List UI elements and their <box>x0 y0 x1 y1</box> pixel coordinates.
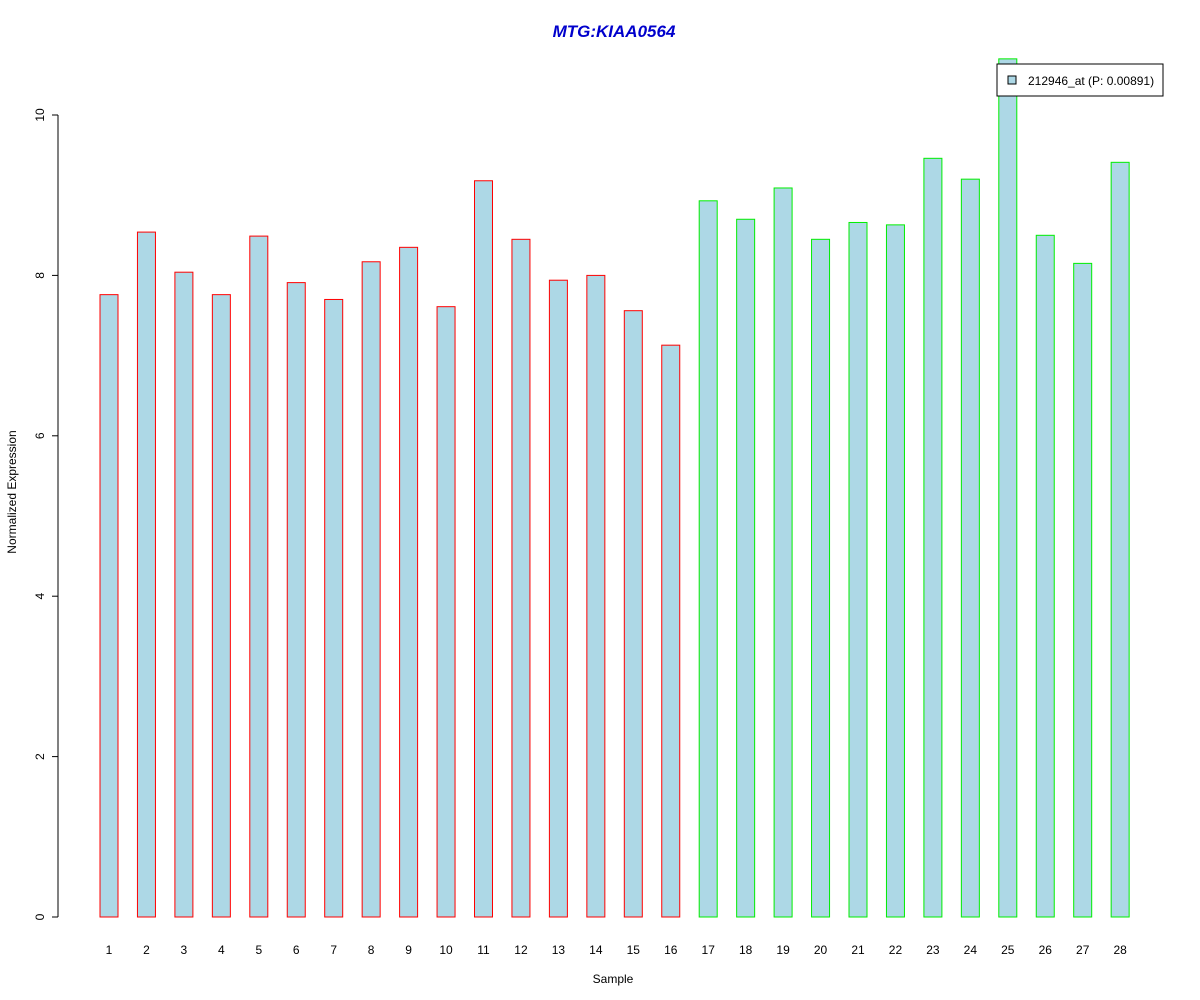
bar-sample-15 <box>623 310 643 918</box>
x-tick-label: 22 <box>889 943 903 957</box>
y-tick-label: 10 <box>33 108 47 122</box>
x-tick-labels: 1 2 3 4 5 6 7 8 9 10 11 12 13 14 15 16 17 18 19 20 21 22 23 24 2… <box>106 943 1127 957</box>
y-tick-label: 4 <box>33 593 47 600</box>
x-tick-label: 21 <box>851 943 865 957</box>
bar-sample-9 <box>399 246 419 918</box>
x-tick-label: 18 <box>739 943 753 957</box>
x-tick-label: 9 <box>405 943 412 957</box>
x-tick-label: 25 <box>1001 943 1015 957</box>
legend-box <box>996 63 1164 97</box>
bar-sample-6 <box>286 282 306 918</box>
x-tick-label: 13 <box>552 943 566 957</box>
y-tick-label: 6 <box>33 432 47 439</box>
bar-sample-5 <box>249 235 269 918</box>
bar-sample-13 <box>548 279 568 918</box>
x-tick-label: 3 <box>181 943 188 957</box>
x-tick-label: 27 <box>1076 943 1090 957</box>
legend-label: 212946_at (P: 0.00891) <box>1028 74 1154 88</box>
bar-sample-8 <box>361 261 381 918</box>
x-tick-label: 11 <box>477 943 490 957</box>
x-tick-label: 2 <box>143 943 150 957</box>
bar-sample-21 <box>848 221 868 918</box>
x-tick-label: 20 <box>814 943 828 957</box>
bar-sample-14 <box>586 274 606 918</box>
bar-sample-4 <box>211 294 231 918</box>
bar-sample-27 <box>1073 262 1093 918</box>
bar-sample-28 <box>1110 161 1130 918</box>
bar-sample-10 <box>436 306 456 918</box>
x-tick-label: 23 <box>926 943 940 957</box>
y-tick-label: 8 <box>33 272 47 279</box>
x-tick-label: 8 <box>368 943 375 957</box>
bar-sample-25 <box>998 58 1018 918</box>
bar-sample-2 <box>136 231 156 918</box>
x-tick-label: 1 <box>106 943 113 957</box>
x-tick-label: 28 <box>1113 943 1127 957</box>
bar-sample-23 <box>923 157 943 918</box>
bar-sample-12 <box>511 238 531 918</box>
x-tick-label: 6 <box>293 943 300 957</box>
bar-sample-18 <box>736 218 756 918</box>
bar-sample-1 <box>99 294 119 918</box>
y-tick-label: 0 <box>33 913 47 920</box>
bar-sample-26 <box>1035 234 1055 918</box>
bar-sample-16 <box>661 344 681 918</box>
bar-sample-11 <box>474 180 493 918</box>
chart-title: MTG:KIAA0564 <box>553 22 676 41</box>
y-tick-label: 2 <box>33 753 47 760</box>
x-tick-label: 12 <box>514 943 528 957</box>
bar-sample-17 <box>698 200 718 918</box>
x-tick-label: 4 <box>218 943 225 957</box>
bars-group <box>99 58 1130 918</box>
bar-sample-24 <box>960 178 980 918</box>
x-tick-label: 24 <box>964 943 978 957</box>
x-tick-label: 14 <box>589 943 603 957</box>
x-axis-title: Sample <box>593 972 634 986</box>
legend: 212946_at (P: 0.00891) <box>996 63 1164 97</box>
bar-sample-19 <box>773 187 793 918</box>
bar-sample-22 <box>885 224 905 918</box>
x-tick-label: 5 <box>255 943 262 957</box>
bar-sample-20 <box>811 238 831 918</box>
x-tick-label: 26 <box>1039 943 1053 957</box>
x-tick-label: 19 <box>776 943 790 957</box>
legend-swatch <box>1007 75 1017 85</box>
x-tick-label: 10 <box>439 943 453 957</box>
y-axis: 0 2 4 6 8 10 <box>33 108 59 920</box>
x-tick-label: 17 <box>702 943 716 957</box>
x-tick-label: 15 <box>627 943 641 957</box>
y-axis-title: Normalized Expression <box>5 430 19 553</box>
bar-sample-3 <box>174 271 194 918</box>
x-tick-label: 7 <box>330 943 337 957</box>
x-tick-label: 16 <box>664 943 678 957</box>
bar-sample-7 <box>324 298 344 918</box>
